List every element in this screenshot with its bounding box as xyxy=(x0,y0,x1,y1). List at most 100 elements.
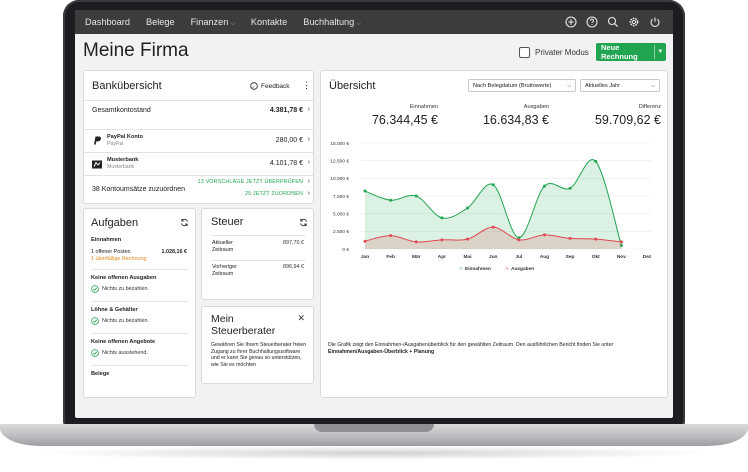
salaries-section-title: Löhne & Gehälter xyxy=(91,307,138,313)
new-invoice-label: Neue Rechnung xyxy=(601,43,638,61)
y-tick-label: 7.500 € xyxy=(333,194,349,200)
nav-label: Kontakte xyxy=(250,17,288,27)
x-tick-label: Aug xyxy=(540,254,549,260)
overview-title: Übersicht xyxy=(329,80,376,92)
account-value: 4.101,78 € xyxy=(269,160,303,167)
tax-advisor-card: Mein Steuerberater ✕ Gewähren Sie Ihrem S… xyxy=(201,306,314,384)
new-invoice-button[interactable]: Neue Rechnung ▼ xyxy=(596,43,666,61)
title-line: Steuerberater xyxy=(211,325,276,337)
legend-label: Einnahmen xyxy=(465,266,491,272)
data-point xyxy=(568,186,572,190)
x-tick-label: Jun xyxy=(489,254,498,260)
account-value: 280,00 € xyxy=(275,137,303,144)
x-tick-label: Mär xyxy=(412,254,421,260)
income-expenses-chart: 0 € 2.500 € 5.000 € 7.500 € 10.000 € 12.500 €… xyxy=(330,141,652,272)
data-point xyxy=(440,216,444,220)
data-point xyxy=(491,225,495,229)
more-options-icon[interactable]: ⋮ xyxy=(302,80,311,90)
y-tick-label: 10.000 € xyxy=(330,176,349,182)
private-mode-toggle[interactable]: Privater Modus xyxy=(519,47,589,58)
data-point xyxy=(491,183,495,187)
expenses-ok: Nichts zu bezahlen. xyxy=(91,285,149,293)
legend-swatch xyxy=(459,266,463,271)
expenses-ok-text: Nichts zu bezahlen. xyxy=(102,286,150,292)
y-tick-label: 12.500 € xyxy=(330,158,349,164)
data-point xyxy=(440,238,444,242)
divider xyxy=(91,365,188,366)
nav-item-buchhaltung[interactable]: Buchhaltung ⌵ xyxy=(303,17,361,28)
expenses-section-title: Keine offenen Ausgaben xyxy=(91,275,157,281)
previous-period-label: Vorheriger Zeitraum xyxy=(212,264,237,278)
nav-icon-group xyxy=(565,10,661,34)
chevron-down-icon[interactable]: ▼ xyxy=(657,49,664,55)
legend-swatch xyxy=(505,266,509,271)
chevron-down-icon: ⌵ xyxy=(230,20,235,27)
income-kpi-label: Einnahmen xyxy=(409,104,438,110)
divider xyxy=(212,260,305,261)
offers-section-title: Keine offenen Angebote xyxy=(91,339,156,345)
account-name: Musterbank xyxy=(107,157,139,163)
label-line: Zeitraum xyxy=(212,271,234,277)
series-line-0 xyxy=(364,159,622,246)
close-icon[interactable]: ✕ xyxy=(297,313,305,323)
account-row-musterbank[interactable]: Musterbank Musterbank 4.101,78 € › xyxy=(84,152,313,175)
nav-item-kontakte[interactable]: Kontakte xyxy=(251,17,287,27)
feedback-icon xyxy=(250,82,258,90)
overview-card: Übersicht Nach Belegdatum (Bruttowerte) … xyxy=(320,70,668,398)
period-select[interactable]: Aktuelles Jahr ⌵ xyxy=(580,79,660,92)
account-row-paypal[interactable]: PayPal Konto PayPal 280,00 € › xyxy=(84,129,313,152)
private-mode-checkbox[interactable] xyxy=(519,47,530,58)
refresh-icon[interactable] xyxy=(299,218,308,227)
tasks-card: Aufgaben Einnahmen 1 offener Posten 1.02… xyxy=(83,208,196,398)
chevron-down-icon: ⌵ xyxy=(567,82,571,89)
refresh-icon[interactable] xyxy=(180,218,189,227)
top-navigation: Dashboard Belege Finanzen ⌵ Kontakte Buch… xyxy=(75,10,673,34)
chevron-right-icon: › xyxy=(307,178,310,185)
total-balance-row[interactable]: Gesamtkontostand 4.381,78 € › xyxy=(84,100,313,121)
nav-item-dashboard[interactable]: Dashboard xyxy=(85,17,130,27)
feedback-label: Feedback xyxy=(261,82,290,90)
account-name: PayPal Konto xyxy=(107,134,144,140)
check-circle-icon xyxy=(91,317,99,325)
series-area-0 xyxy=(365,159,622,249)
review-suggestions-link[interactable]: 13 VORSCHLÄGE JETZT ÜBERPRÜFEN xyxy=(197,179,303,185)
open-item-label[interactable]: 1 offener Posten xyxy=(91,249,131,255)
total-balance-value: 4.381,78 € xyxy=(269,107,303,114)
power-icon[interactable] xyxy=(649,16,661,28)
data-point xyxy=(619,243,623,247)
tax-advisor-text: Gewähren Sie Ihrem Steuerberater freien … xyxy=(211,342,307,368)
laptop-base xyxy=(0,424,748,446)
laptop-shadow xyxy=(30,446,718,460)
open-item-value: 1.028,16 € xyxy=(161,249,187,255)
nav-label: Buchhaltung xyxy=(303,16,355,27)
expenses-kpi-label: Ausgaben xyxy=(523,104,549,110)
help-icon[interactable] xyxy=(586,16,598,28)
check-circle-icon xyxy=(91,285,99,293)
date-basis-select[interactable]: Nach Belegdatum (Bruttowerte) ⌵ xyxy=(468,79,576,92)
check-circle-icon xyxy=(91,349,99,357)
assign-now-link[interactable]: 25 JETZT ZUORDNEN xyxy=(244,191,303,197)
x-tick-label: Apr xyxy=(438,254,446,260)
y-tick-label: 0 € xyxy=(342,247,349,253)
offers-ok-text: Nichts ausstehend. xyxy=(102,350,148,356)
overdue-invoice-link[interactable]: 1 überfällige Rechnung xyxy=(91,256,147,262)
plus-circle-icon[interactable] xyxy=(565,16,577,28)
chart-report-link[interactable]: Einnahmen/Ausgaben-Überblick + Planung xyxy=(328,348,435,355)
data-point xyxy=(414,194,418,198)
data-point xyxy=(363,189,367,193)
settings-icon[interactable] xyxy=(628,16,640,28)
nav-item-finanzen[interactable]: Finanzen ⌵ xyxy=(191,17,235,28)
data-point xyxy=(619,240,623,244)
title-line: Mein xyxy=(211,313,234,325)
tax-title: Steuer xyxy=(211,216,244,228)
search-icon[interactable] xyxy=(607,16,619,28)
current-period-label: Aktueller Zeitraum xyxy=(212,240,233,254)
divider xyxy=(91,269,188,270)
divider xyxy=(212,235,305,236)
income-section-title: Einnahmen xyxy=(91,237,122,243)
data-point xyxy=(389,198,393,202)
feedback-button[interactable]: Feedback xyxy=(250,82,290,90)
data-point xyxy=(594,159,598,163)
y-tick-label: 15.000 € xyxy=(330,141,349,147)
nav-item-belege[interactable]: Belege xyxy=(146,17,175,27)
